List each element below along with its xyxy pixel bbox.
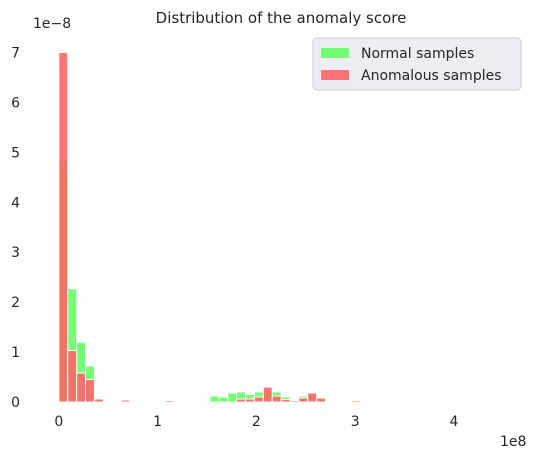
y-tick-label: 4 — [11, 195, 20, 211]
y-tick-label: 0 — [11, 395, 20, 411]
x-axis-ticks: 0 1 2 3 4 — [54, 414, 458, 430]
x-tick-label: 0 — [54, 414, 63, 430]
chart-title: Distribution of the anomaly score — [156, 9, 407, 27]
x-tick-label: 4 — [449, 414, 458, 430]
histogram-bar — [236, 398, 247, 403]
legend-label: Normal samples — [361, 46, 474, 62]
x-axis-multiplier: 1e8 — [500, 434, 526, 450]
legend-swatch — [321, 70, 349, 80]
histogram-bar — [253, 396, 264, 403]
y-tick-label: 1 — [11, 345, 20, 361]
histogram-bar — [271, 395, 282, 403]
histogram-bar — [351, 400, 362, 403]
y-tick-label: 7 — [11, 45, 20, 61]
histogram-bar — [280, 399, 291, 403]
histogram-bar — [58, 51, 69, 403]
histogram-bar — [245, 398, 255, 403]
histogram-bar — [120, 399, 131, 403]
legend-label: Anomalous samples — [361, 68, 502, 84]
y-axis-multiplier: 1e−8 — [33, 16, 71, 32]
legend-box — [312, 37, 522, 91]
histogram-bar — [209, 395, 220, 403]
histogram-bar — [165, 400, 175, 403]
y-axis-ticks: 0 1 2 3 4 5 6 7 — [11, 45, 20, 411]
histogram-bar — [298, 397, 309, 403]
histogram-bar — [85, 379, 95, 403]
legend-swatch — [321, 48, 349, 58]
series-anomalous — [58, 51, 362, 403]
legend: Normal samples Anomalous samples — [312, 37, 522, 91]
y-tick-label: 6 — [11, 95, 20, 111]
histogram-bar — [93, 398, 104, 403]
histogram-bar — [67, 350, 78, 403]
x-tick-label: 2 — [252, 414, 261, 430]
histogram-bar — [316, 397, 327, 403]
histogram-bar — [76, 372, 87, 403]
x-tick-label: 1 — [153, 414, 162, 430]
y-tick-label: 3 — [11, 245, 20, 261]
y-tick-label: 5 — [11, 145, 20, 161]
histogram-bar — [227, 392, 238, 403]
histogram-bar — [307, 392, 318, 403]
x-tick-label: 3 — [351, 414, 360, 430]
histogram-bar — [289, 400, 300, 403]
histogram-bar — [262, 386, 273, 403]
histogram-bar — [218, 396, 229, 403]
y-tick-label: 2 — [11, 295, 20, 311]
series-normal — [58, 159, 327, 403]
histogram-bars — [58, 51, 362, 403]
